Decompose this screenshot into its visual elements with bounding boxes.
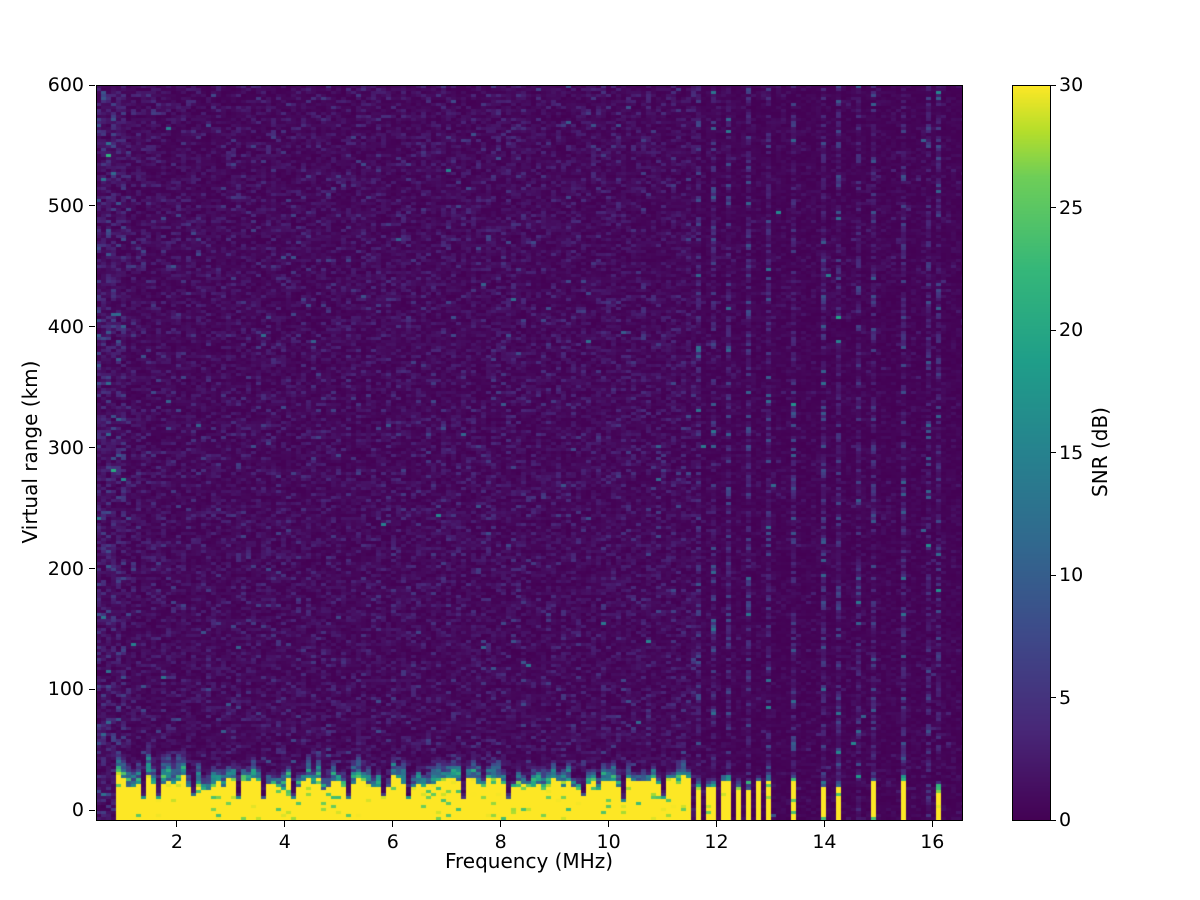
- colorbar-tick: [1051, 84, 1056, 86]
- colorbar-tick-label: 10: [1059, 564, 1084, 586]
- x-tick-label: 4: [278, 831, 291, 853]
- colorbar-tick: [1051, 697, 1056, 698]
- x-axis-label: Frequency (MHz): [444, 849, 614, 873]
- y-tick: [89, 809, 95, 811]
- y-tick-label: 200: [47, 557, 84, 580]
- colorbar-tick: [1051, 329, 1056, 331]
- colorbar-tick-label: 5: [1059, 686, 1072, 709]
- y-tick-label: 400: [47, 315, 84, 338]
- y-tick: [89, 568, 95, 570]
- x-tick: [500, 821, 502, 827]
- colorbar-tick: [1051, 819, 1056, 821]
- colorbar-gradient: [1012, 85, 1050, 820]
- colorbar-tick-label: 30: [1059, 74, 1084, 96]
- x-tick-label: 12: [704, 831, 729, 853]
- x-tick: [176, 821, 178, 827]
- x-tick: [823, 821, 825, 827]
- colorbar-tick: [1051, 574, 1056, 576]
- x-tick-label: 2: [170, 831, 183, 853]
- x-tick: [392, 821, 394, 827]
- colorbar-tick-label: 25: [1059, 196, 1084, 219]
- y-tick-label: 600: [47, 74, 84, 96]
- x-tick-label: 10: [596, 831, 621, 853]
- y-tick: [89, 326, 95, 328]
- x-tick: [284, 821, 286, 827]
- x-tick: [715, 821, 717, 827]
- y-tick: [89, 205, 95, 207]
- x-tick-label: 6: [386, 831, 399, 853]
- x-tick-label: 16: [920, 831, 945, 853]
- y-tick: [89, 84, 95, 86]
- colorbar-tick: [1051, 452, 1056, 453]
- y-tick-label: 100: [47, 678, 84, 701]
- colorbar-tick-label: 0: [1059, 809, 1072, 831]
- ionogram-heatmap: [96, 85, 962, 820]
- x-tick: [608, 821, 610, 827]
- y-tick: [89, 447, 95, 449]
- y-tick-label: 500: [47, 194, 84, 217]
- colorbar-tick: [1051, 207, 1056, 208]
- x-tick-label: 8: [494, 831, 507, 853]
- y-tick-label: 300: [47, 436, 84, 459]
- x-tick-label: 14: [812, 831, 837, 853]
- x-tick: [931, 821, 933, 827]
- y-tick: [89, 688, 95, 690]
- y-tick-label: 0: [71, 799, 84, 822]
- colorbar-tick-label: 15: [1059, 441, 1084, 464]
- colorbar-tick-label: 20: [1059, 319, 1084, 341]
